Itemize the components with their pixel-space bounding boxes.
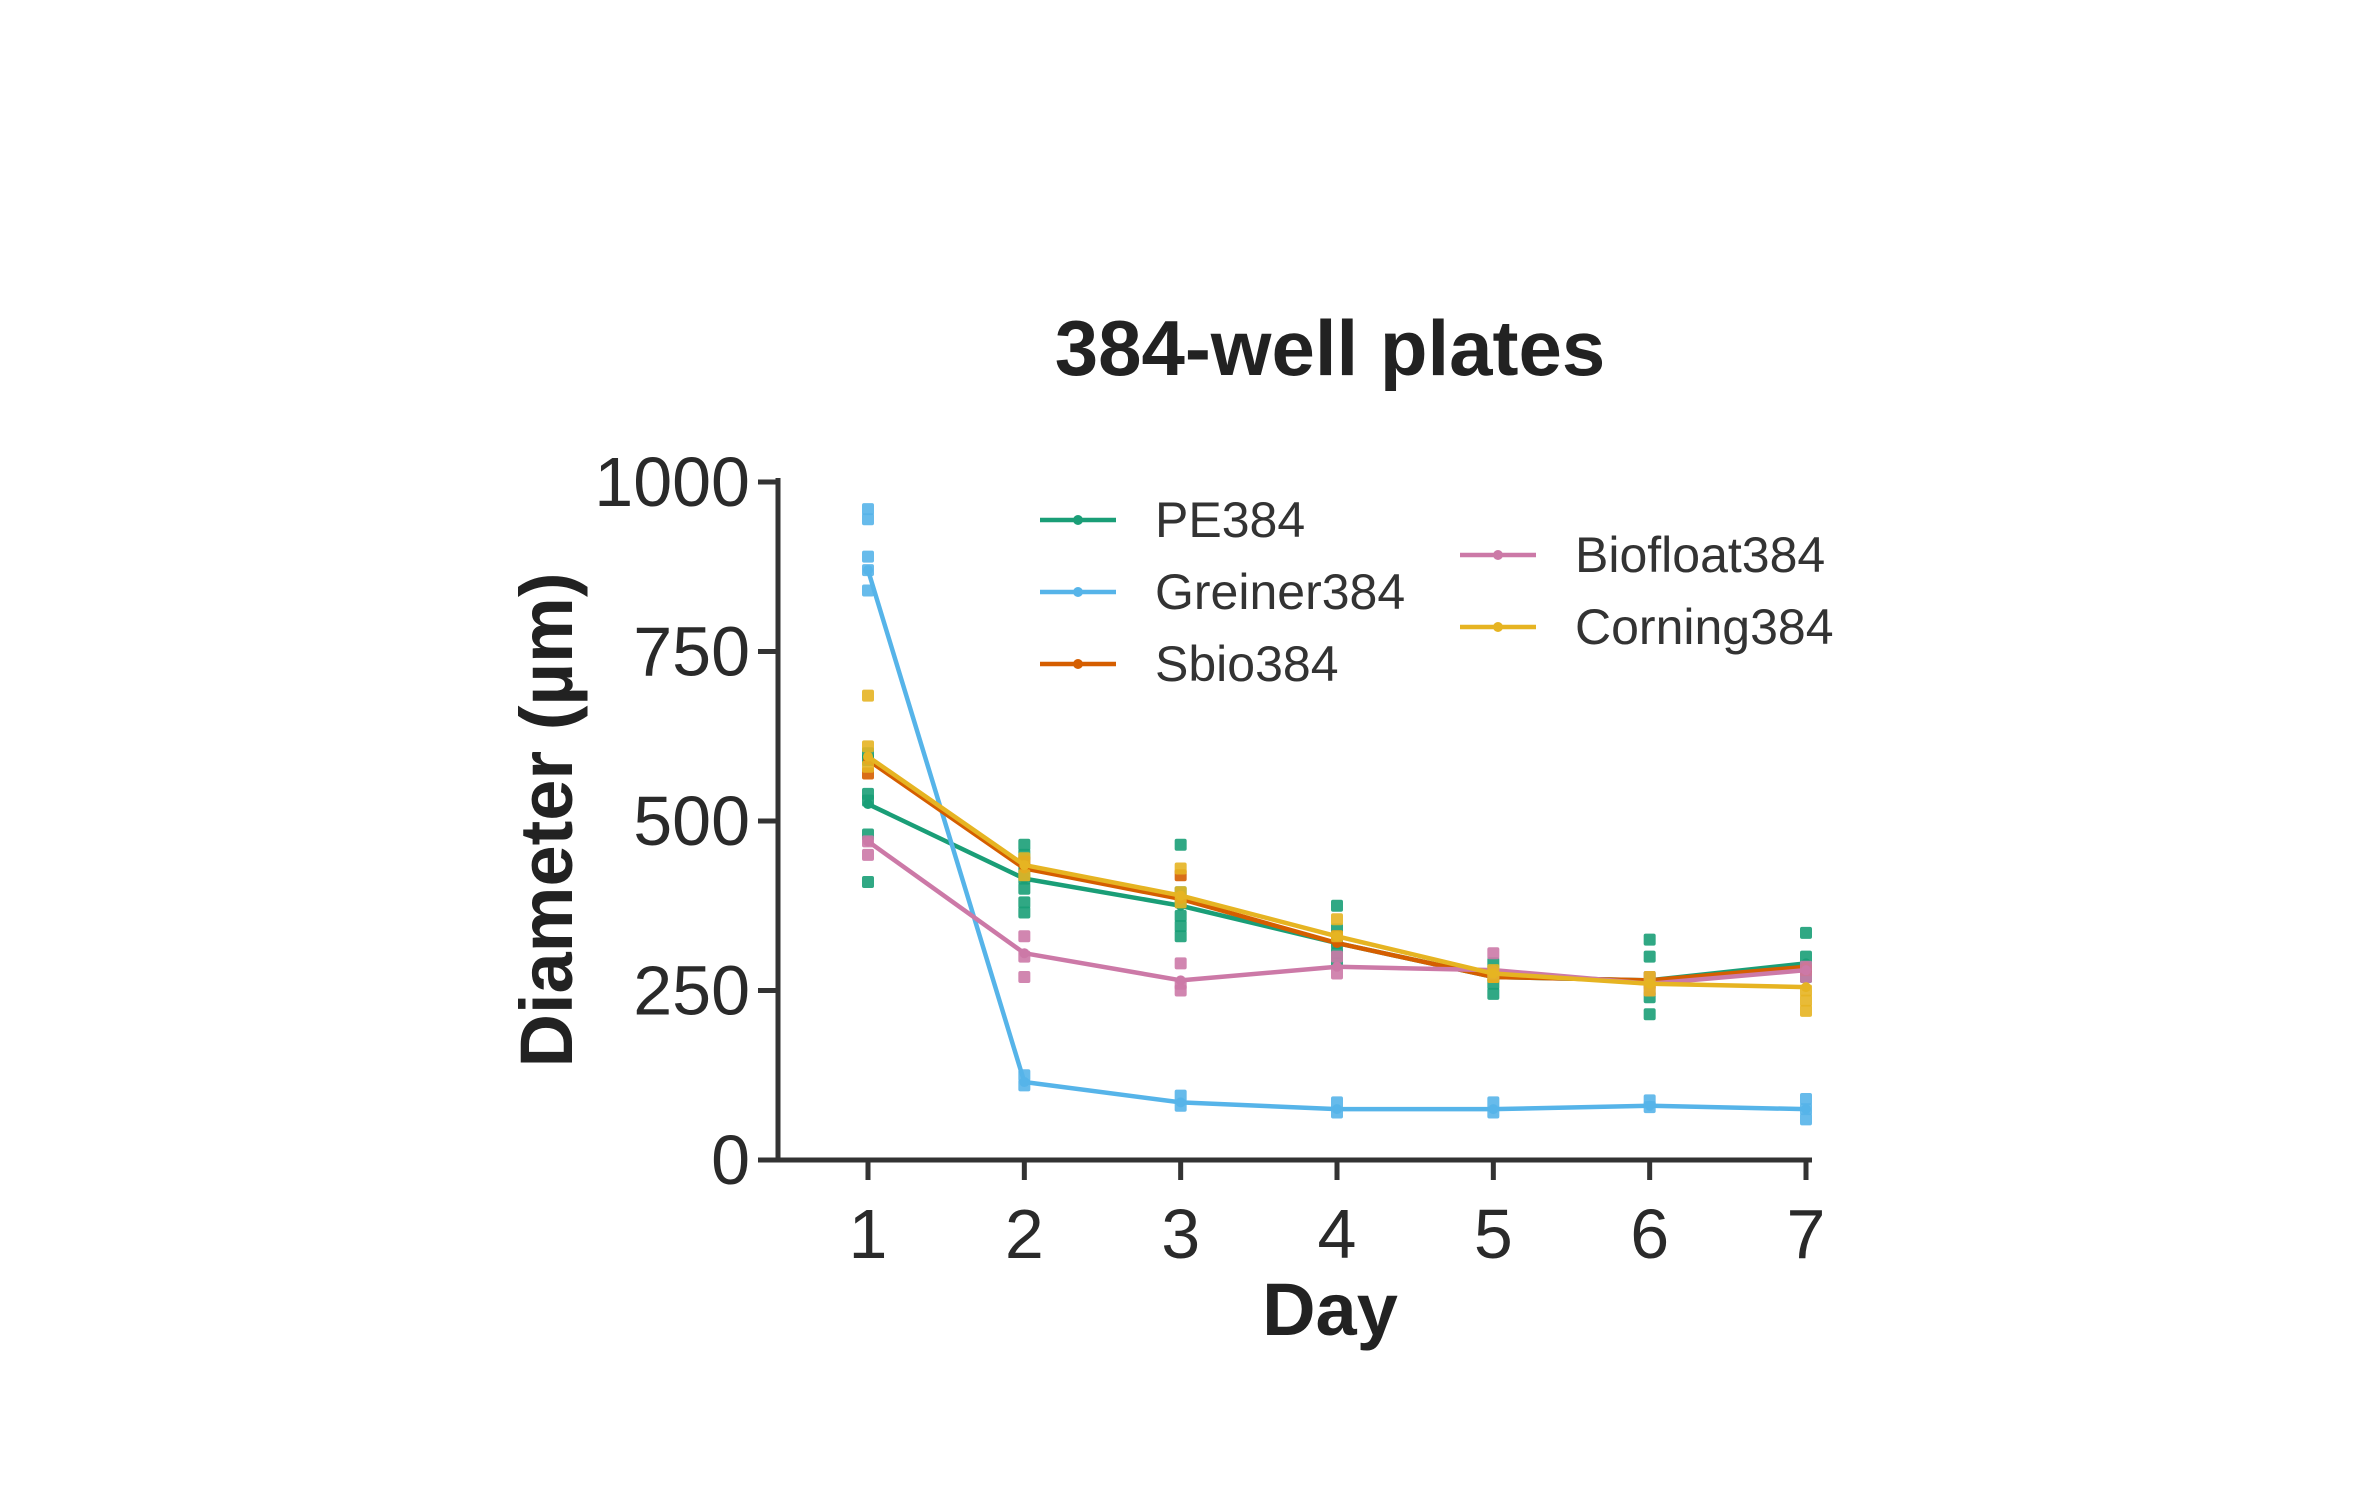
chart-title: 384-well plates	[1055, 304, 1606, 392]
point-Corning384-8	[1331, 913, 1343, 926]
point-Biofloat384-7	[1174, 984, 1187, 997]
y-tick-label-250: 250	[633, 952, 750, 1030]
point-Biofloat384-2	[1018, 930, 1031, 943]
point-Corning384-5	[1174, 862, 1187, 875]
mean-point-PE384-1	[863, 799, 873, 810]
x-tick-label-3: 3	[1161, 1195, 1200, 1273]
mean-point-Biofloat384-4	[1332, 961, 1342, 972]
mean-point-Corning384-3	[1175, 890, 1186, 901]
mean-point-Greiner384-6	[1644, 1100, 1655, 1111]
point-PE384-5	[862, 876, 874, 889]
legend-marker-Biofloat384	[1493, 550, 1503, 560]
point-Greiner384-0	[862, 503, 874, 516]
legend-item-PE384: PE384	[1040, 492, 1305, 548]
point-Corning384-16	[1800, 1004, 1812, 1017]
point-PE384-10	[1018, 882, 1031, 895]
point-Corning384-15	[1800, 994, 1812, 1007]
x-tick-label-4: 4	[1318, 1195, 1357, 1273]
legend-label-Sbio384: Sbio384	[1155, 636, 1339, 692]
point-Biofloat384-10	[1487, 947, 1500, 960]
legend-marker-Greiner384	[1073, 587, 1083, 597]
point-Greiner384-15	[1800, 1092, 1812, 1105]
legend-label-Greiner384: Greiner384	[1155, 564, 1405, 620]
legend-item-Sbio384: Sbio384	[1040, 636, 1339, 692]
legend-label-PE384: PE384	[1155, 492, 1305, 548]
point-PE384-17	[1174, 920, 1187, 933]
point-Biofloat384-5	[1174, 957, 1187, 970]
series-Greiner384	[862, 503, 1812, 1126]
point-PE384-18	[1174, 930, 1187, 943]
point-PE384-28	[1643, 933, 1656, 946]
point-Corning384-2	[862, 760, 874, 773]
mean-point-Biofloat384-3	[1175, 975, 1186, 986]
mean-point-Biofloat384-1	[863, 836, 873, 847]
mean-point-Biofloat384-2	[1019, 948, 1030, 959]
mean-point-Corning384-5	[1488, 968, 1499, 979]
series-Corning384	[862, 689, 1812, 1017]
y-tick-label-750: 750	[633, 613, 750, 691]
mean-point-Corning384-7	[1801, 982, 1811, 993]
mean-point-Greiner384-7	[1801, 1104, 1811, 1115]
point-PE384-13	[1174, 838, 1187, 851]
mean-point-Corning384-4	[1332, 931, 1342, 942]
y-tick-label-1000: 1000	[594, 443, 750, 521]
point-PE384-11	[1018, 896, 1031, 909]
tick-marks: 0 250 500 750 1000 1 2 3 4 5 6 7	[594, 443, 1825, 1273]
point-Biofloat384-8	[1331, 950, 1343, 963]
mean-point-Corning384-2	[1019, 860, 1030, 871]
mean-point-Greiner384-1	[863, 565, 873, 576]
legend-item-Biofloat384: Biofloat384	[1460, 527, 1825, 583]
point-Biofloat384-4	[1018, 970, 1031, 983]
legend-item-Corning384: Corning384	[1460, 599, 1834, 655]
legend-marker-Sbio384	[1073, 659, 1083, 669]
y-axis-label: Diameter (µm)	[505, 573, 588, 1068]
point-PE384-29	[1643, 950, 1656, 963]
mean-point-Greiner384-5	[1488, 1104, 1499, 1115]
legend: PE384 Greiner384 Sbio384 Biofloat384 Corning…	[1040, 492, 1834, 692]
data-series	[862, 503, 1812, 1126]
mean-point-Greiner384-4	[1332, 1104, 1342, 1115]
point-PE384-32	[1643, 1008, 1656, 1021]
legend-label-Corning384: Corning384	[1575, 599, 1834, 655]
x-tick-label-1: 1	[849, 1195, 888, 1273]
point-Corning384-0	[862, 689, 874, 702]
point-Corning384-4	[1018, 869, 1031, 882]
mean-point-Corning384-1	[863, 751, 873, 762]
legend-marker-PE384	[1073, 515, 1083, 525]
point-PE384-16	[1174, 909, 1187, 922]
mean-point-Biofloat384-7	[1801, 965, 1811, 976]
point-PE384-27	[1487, 987, 1500, 1000]
point-Greiner384-1	[862, 513, 874, 526]
x-tick-label-5: 5	[1474, 1195, 1513, 1273]
point-Greiner384-2	[862, 550, 874, 563]
point-PE384-12	[1018, 906, 1031, 919]
legend-item-Greiner384: Greiner384	[1040, 564, 1405, 620]
mean-point-Greiner384-3	[1175, 1097, 1186, 1108]
x-tick-label-2: 2	[1005, 1195, 1044, 1273]
x-tick-label-6: 6	[1630, 1195, 1669, 1273]
x-tick-label-7: 7	[1787, 1195, 1826, 1273]
point-PE384-19	[1331, 899, 1343, 912]
point-PE384-6	[1018, 838, 1031, 851]
point-Biofloat384-1	[862, 848, 874, 861]
y-tick-label-0: 0	[711, 1121, 750, 1199]
x-axis-label: Day	[1262, 1268, 1398, 1351]
mean-point-Corning384-6	[1644, 978, 1655, 989]
y-tick-label-500: 500	[633, 782, 750, 860]
legend-marker-Corning384	[1493, 622, 1503, 632]
legend-label-Biofloat384: Biofloat384	[1575, 527, 1825, 583]
point-PE384-33	[1800, 926, 1812, 939]
point-Greiner384-17	[1800, 1113, 1812, 1126]
point-Corning384-1	[862, 740, 874, 753]
mean-point-Greiner384-2	[1019, 1077, 1030, 1088]
